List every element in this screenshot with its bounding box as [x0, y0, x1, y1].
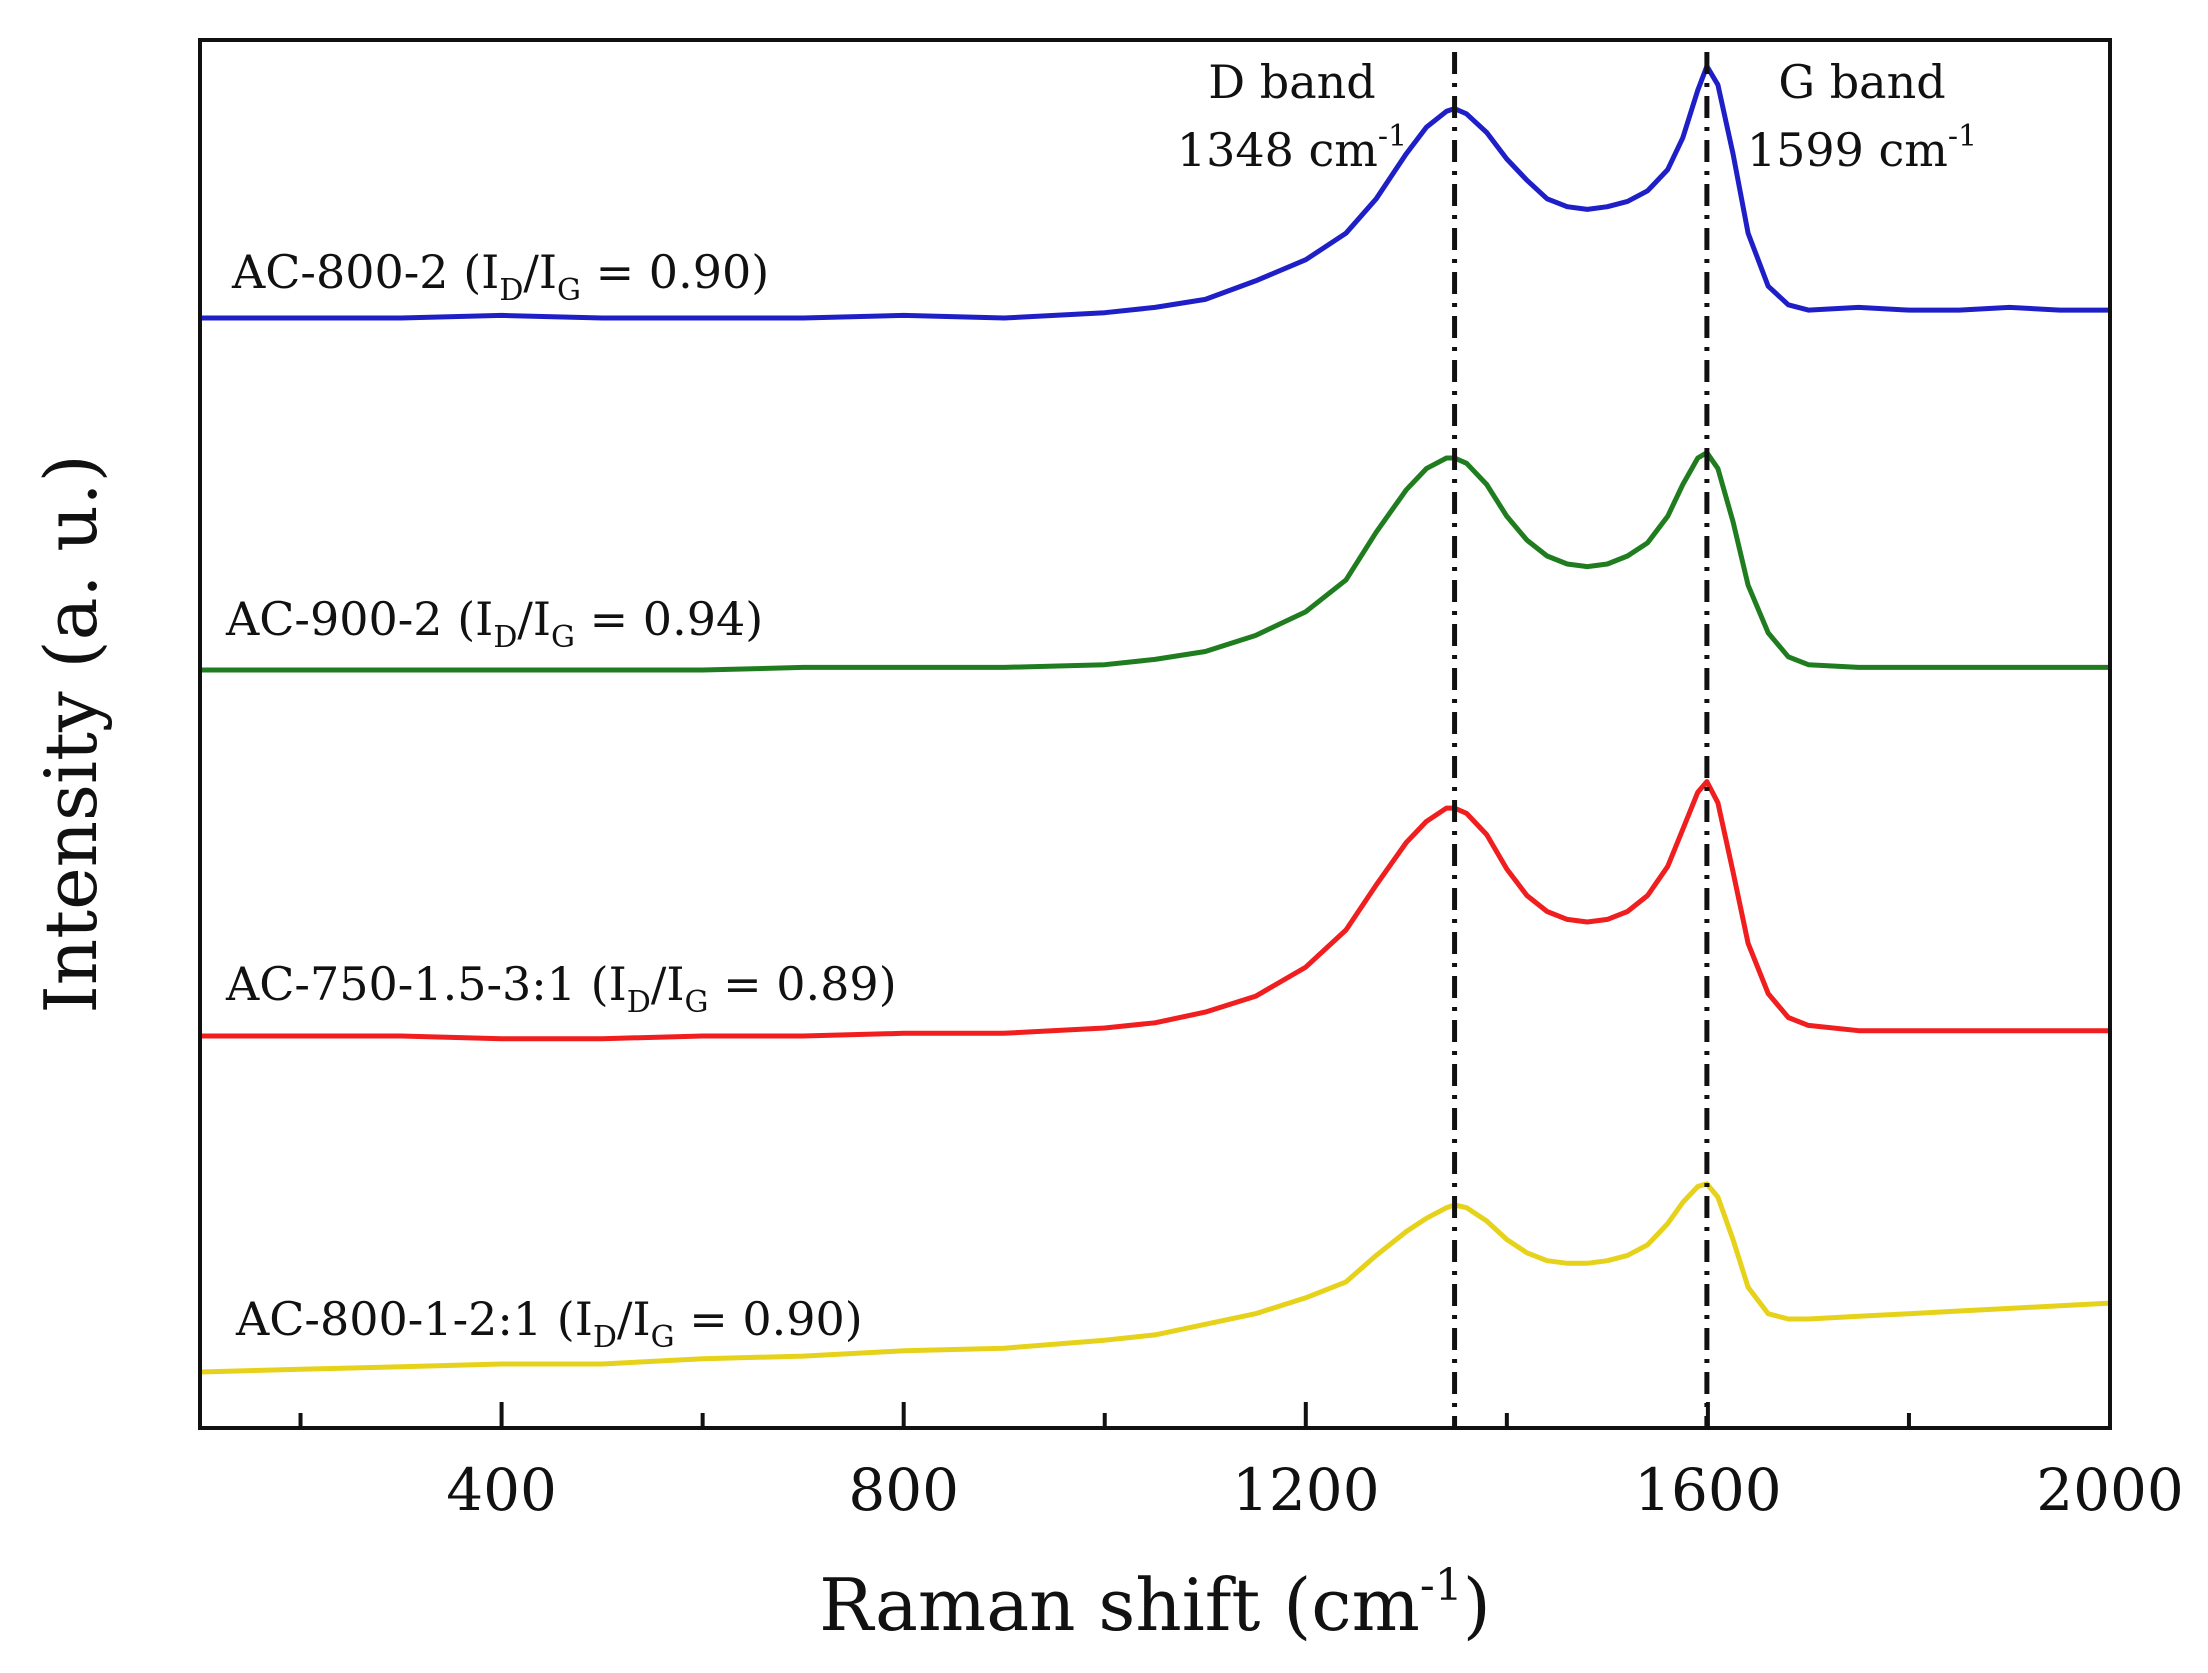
x-axis-title-end: ) — [1463, 1563, 1491, 1647]
band-name-2: G band — [1778, 55, 1945, 109]
x-axis-title: Raman shift (cm-1) — [819, 1560, 1491, 1647]
x-tick-label-4: 1600 — [1634, 1456, 1782, 1524]
x-tick-label-2: 800 — [848, 1456, 959, 1524]
y-axis-title: Intensity (a. u.) — [29, 454, 113, 1013]
series-line-3 — [200, 779, 2110, 1042]
series-line-1 — [200, 63, 2110, 321]
series-label-3: AC-750-1.5-3:1 (ID/IG = 0.89) — [225, 957, 897, 1020]
x-tick-label-3: 1200 — [1232, 1456, 1380, 1524]
band-position-2: 1599 cm-1 — [1747, 119, 1977, 177]
series-label-1: AC-800-2 (ID/IG = 0.90) — [231, 245, 769, 308]
x-ticks-group: 400 800 1200 1600 2000 — [298, 1402, 2184, 1524]
curves-group — [199, 63, 2111, 1375]
x-axis-title-main: Raman shift (cm — [819, 1563, 1420, 1647]
x-axis-title-sup: -1 — [1420, 1560, 1463, 1611]
band-lines-group — [1452, 52, 1710, 1428]
series-label-4: AC-800-1-2:1 (ID/IG = 0.90) — [235, 1292, 863, 1355]
series-label-2: AC-900-2 (ID/IG = 0.94) — [225, 592, 763, 655]
x-tick-label-5: 2000 — [2036, 1456, 2184, 1524]
band-name-1: D band — [1208, 55, 1375, 109]
labels-group: D band 1348 cm-1 G band 1599 cm-1 AC-800-2 (… — [225, 55, 1977, 1355]
x-tick-label-1: 400 — [446, 1456, 557, 1524]
series-line-4 — [199, 1181, 2111, 1375]
series-line-2 — [200, 450, 2110, 673]
band-position-1: 1348 cm-1 — [1177, 119, 1407, 177]
plot-frame — [198, 38, 2112, 1430]
